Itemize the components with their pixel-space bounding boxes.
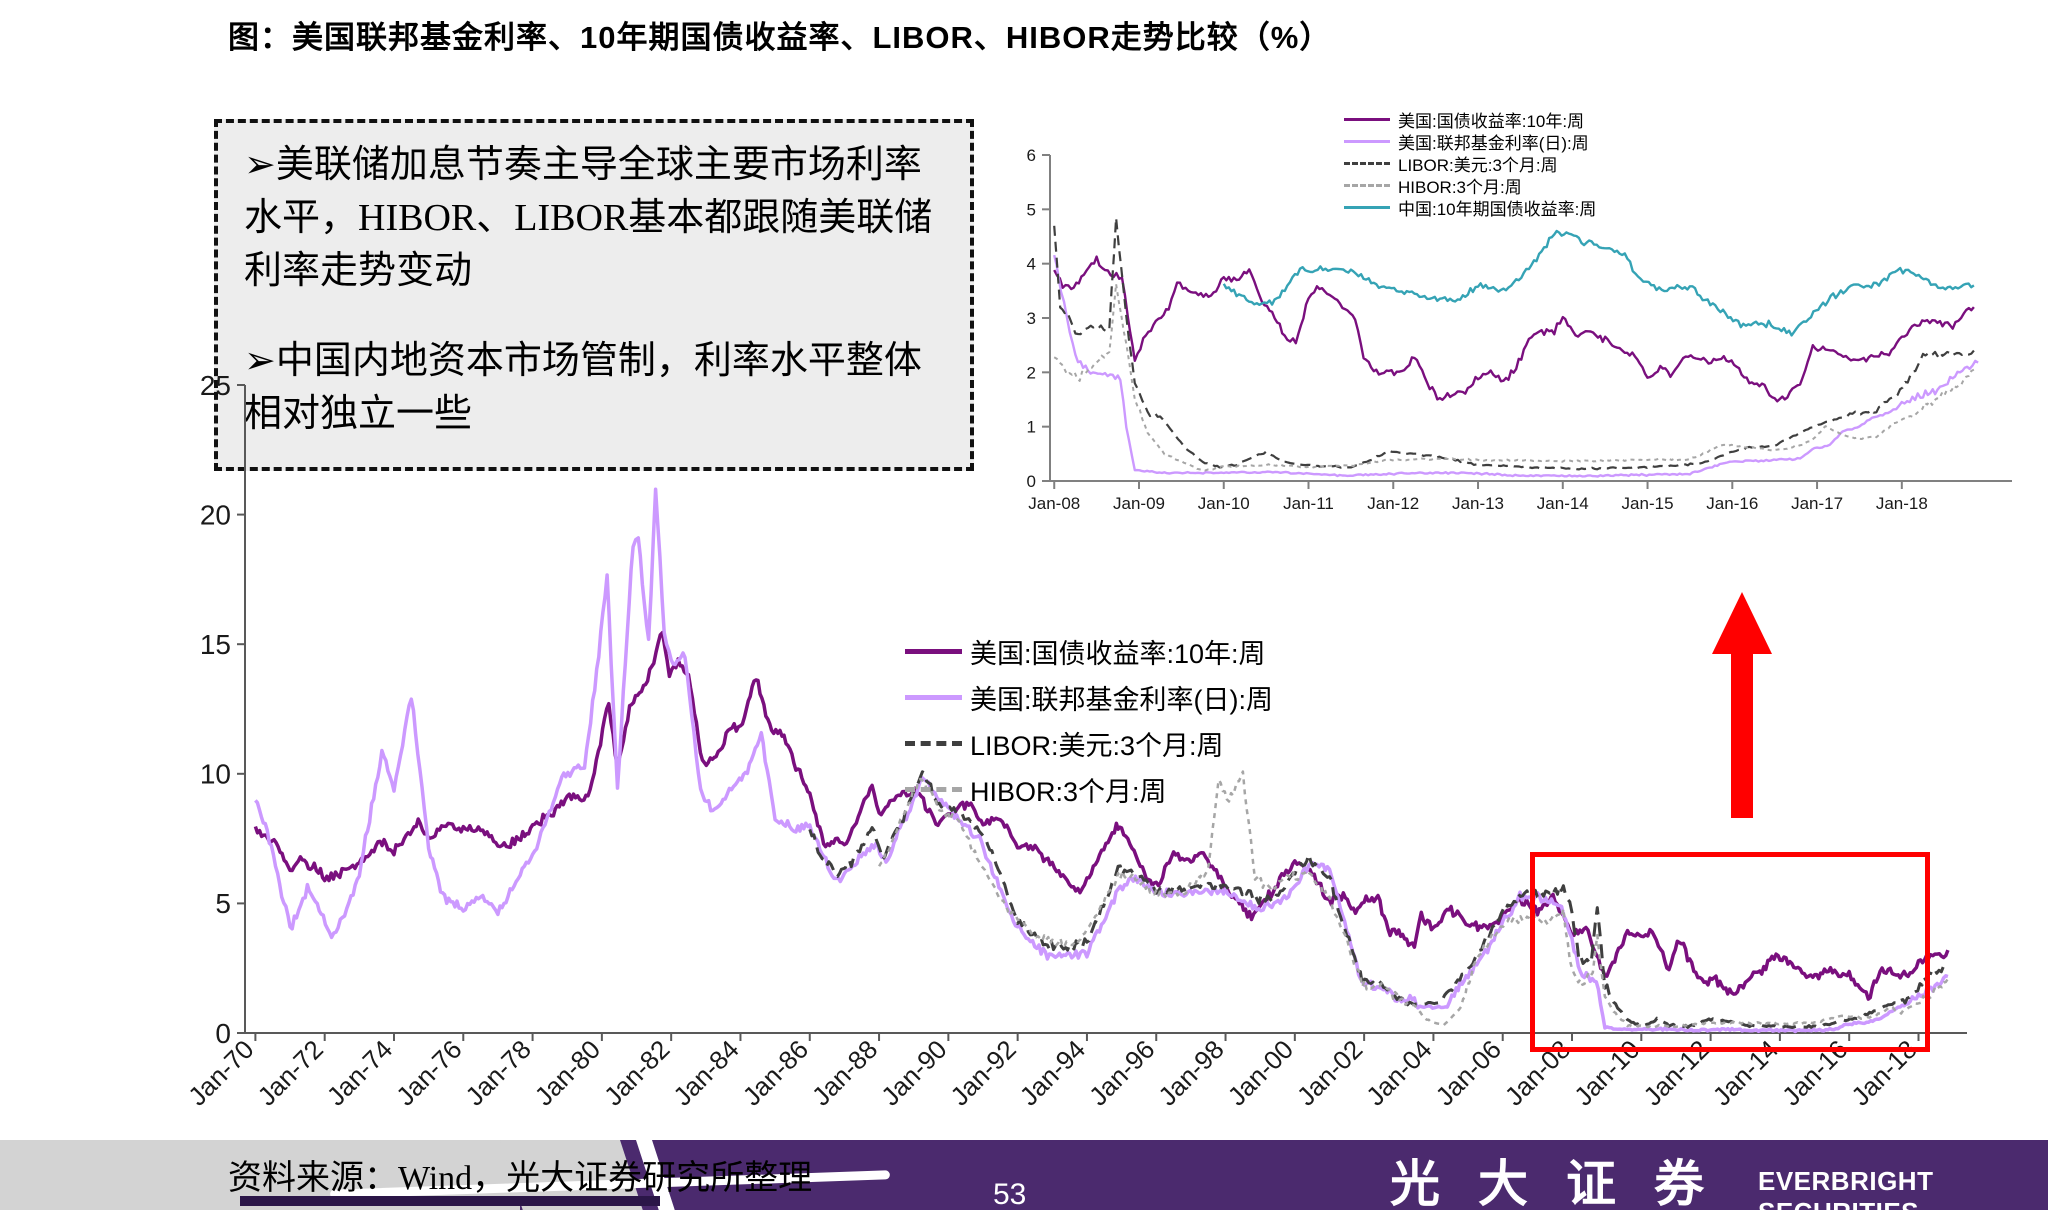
series-line-0 [253, 630, 1950, 1001]
main-chart-legend: 美国:国债收益率:10年:周 美国:联邦基金利率(日):周 LIBOR:美元:3个月… [905, 628, 1273, 812]
legend-item: 美国:国债收益率:10年:周 [1344, 108, 1596, 131]
svg-text:Jan-04: Jan-04 [1360, 1034, 1437, 1111]
legend-label: 美国:国债收益率:10年:周 [1398, 111, 1585, 131]
svg-text:Jan-00: Jan-00 [1222, 1034, 1299, 1111]
legend-swatch [905, 648, 962, 654]
svg-text:Jan-84: Jan-84 [667, 1034, 744, 1111]
svg-text:Jan-96: Jan-96 [1083, 1034, 1160, 1111]
inset-chart-plot: 0 1 2 3 4 5 6 Jan-08 Jan-09 Jan-10 Jan-11 Jan-12 Jan… [1027, 146, 2012, 513]
series-line-1 [1053, 254, 1979, 478]
inset-chart: 0 1 2 3 4 5 6 Jan-08 Jan-09 Jan-10 Jan-11 Jan-12 Jan… [1000, 100, 2048, 530]
svg-text:Jan-72: Jan-72 [252, 1034, 329, 1111]
svg-text:Jan-88: Jan-88 [806, 1034, 883, 1111]
legend-swatch [905, 740, 962, 746]
svg-text:Jan-17: Jan-17 [1791, 494, 1843, 513]
legend-item: 中国:10年期国债收益率:周 [1344, 196, 1597, 219]
legend-swatch [1344, 183, 1390, 187]
svg-text:1: 1 [1027, 418, 1036, 437]
svg-text:Jan-06: Jan-06 [1430, 1034, 1507, 1111]
series-line-2 [1053, 216, 1975, 471]
legend-label: 中国:10年期国债收益率:周 [1398, 199, 1597, 219]
svg-text:5: 5 [215, 888, 231, 919]
svg-text:Jan-09: Jan-09 [1113, 494, 1165, 513]
svg-text:5: 5 [1027, 200, 1036, 219]
everbright-logo-en: EVERBRIGHT SECURITIES [1758, 1166, 1934, 1227]
svg-text:6: 6 [1027, 146, 1036, 165]
legend-swatch [1344, 161, 1390, 165]
legend-swatch [1344, 205, 1390, 209]
svg-text:3: 3 [1027, 309, 1036, 328]
svg-text:Jan-14: Jan-14 [1537, 494, 1589, 513]
svg-text:Jan-18: Jan-18 [1876, 494, 1928, 513]
legend-item: 美国:联邦基金利率(日):周 [1344, 130, 1596, 153]
legend-label: 美国:联邦基金利率(日):周 [970, 684, 1273, 715]
footer-dark-stripe [240, 1196, 660, 1206]
svg-text:Jan-80: Jan-80 [529, 1034, 606, 1111]
series-line-1 [254, 487, 1949, 1034]
source-text: 资料来源：Wind，光大证券研究所整理 [228, 1160, 813, 1197]
series-line-3 [1053, 283, 1975, 472]
legend-label: 美国:联邦基金利率(日):周 [1398, 133, 1589, 153]
inset-chart-legend: 美国:国债收益率:10年:周 美国:联邦基金利率(日):周 LIBOR:美元:3个月… [1344, 108, 1597, 219]
svg-text:Jan-94: Jan-94 [1014, 1034, 1091, 1111]
everbright-logo-cn: 光大证券 [1390, 1156, 1742, 1212]
legend-swatch [905, 694, 962, 700]
svg-text:10: 10 [200, 759, 231, 790]
up-arrow-head [1712, 592, 1772, 654]
svg-text:Jan-02: Jan-02 [1291, 1034, 1368, 1111]
legend-swatch [1344, 117, 1390, 121]
legend-label: LIBOR:美元:3个月:周 [970, 730, 1224, 761]
legend-item: 美国:国债收益率:10年:周 [905, 628, 1273, 674]
legend-item: HIBOR:3个月:周 [905, 766, 1273, 812]
svg-text:Jan-16: Jan-16 [1706, 494, 1758, 513]
svg-text:Jan-90: Jan-90 [875, 1034, 952, 1111]
svg-text:Jan-10: Jan-10 [1198, 494, 1250, 513]
series-line-2 [808, 770, 1948, 1029]
svg-text:Jan-78: Jan-78 [459, 1034, 536, 1111]
svg-text:Jan-92: Jan-92 [944, 1034, 1021, 1111]
main-chart: 0 5 10 15 20 25 Jan-70 Jan-72 Jan-74 Jan-76 Jan-78… [150, 370, 2048, 1130]
series-line-4 [1222, 229, 1975, 337]
legend-label: 美国:国债收益率:10年:周 [970, 638, 1266, 669]
legend-label: HIBOR:3个月:周 [1398, 177, 1522, 197]
page-number: 53 [993, 1178, 1027, 1211]
series-line-3 [878, 770, 1949, 1029]
svg-text:25: 25 [200, 370, 231, 401]
page-title: 图：美国联邦基金利率、10年期国债收益率、LIBOR、HIBOR走势比较（%） [228, 20, 1332, 55]
svg-text:Jan-86: Jan-86 [737, 1034, 814, 1111]
svg-text:Jan-15: Jan-15 [1622, 494, 1674, 513]
series-line-0 [1053, 255, 1975, 403]
legend-label: LIBOR:美元:3个月:周 [1398, 155, 1558, 175]
legend-swatch [1344, 139, 1390, 143]
svg-text:Jan-12: Jan-12 [1367, 494, 1419, 513]
svg-text:Jan-74: Jan-74 [321, 1034, 398, 1111]
svg-text:Jan-13: Jan-13 [1452, 494, 1504, 513]
note-box: ➢美联储加息节奏主导全球主要市场利率水平，HIBOR、LIBOR基本都跟随美联储… [214, 119, 974, 471]
svg-text:0: 0 [1027, 472, 1036, 491]
svg-text:4: 4 [1027, 255, 1036, 274]
legend-item: HIBOR:3个月:周 [1344, 174, 1596, 197]
svg-text:Jan-98: Jan-98 [1152, 1034, 1229, 1111]
legend-label: HIBOR:3个月:周 [970, 776, 1167, 807]
svg-text:20: 20 [200, 499, 231, 530]
highlight-box [1530, 852, 1930, 1052]
svg-text:Jan-11: Jan-11 [1283, 494, 1334, 513]
svg-text:0: 0 [215, 1018, 231, 1049]
legend-swatch [905, 786, 962, 792]
svg-text:15: 15 [200, 629, 231, 660]
note-bullet-2: ➢中国内地资本市场管制，利率水平整体相对独立一些 [244, 339, 922, 435]
legend-item: LIBOR:美元:3个月:周 [905, 720, 1273, 766]
note-bullet-1: ➢美联储加息节奏主导全球主要市场利率水平，HIBOR、LIBOR基本都跟随美联储… [244, 144, 933, 293]
legend-item: 美国:联邦基金利率(日):周 [905, 674, 1273, 720]
svg-text:Jan-76: Jan-76 [390, 1034, 467, 1111]
up-arrow-shaft [1731, 650, 1753, 818]
legend-item: LIBOR:美元:3个月:周 [1344, 152, 1596, 175]
svg-text:Jan-08: Jan-08 [1028, 494, 1080, 513]
svg-text:2: 2 [1027, 363, 1036, 382]
svg-text:Jan-82: Jan-82 [598, 1034, 675, 1111]
